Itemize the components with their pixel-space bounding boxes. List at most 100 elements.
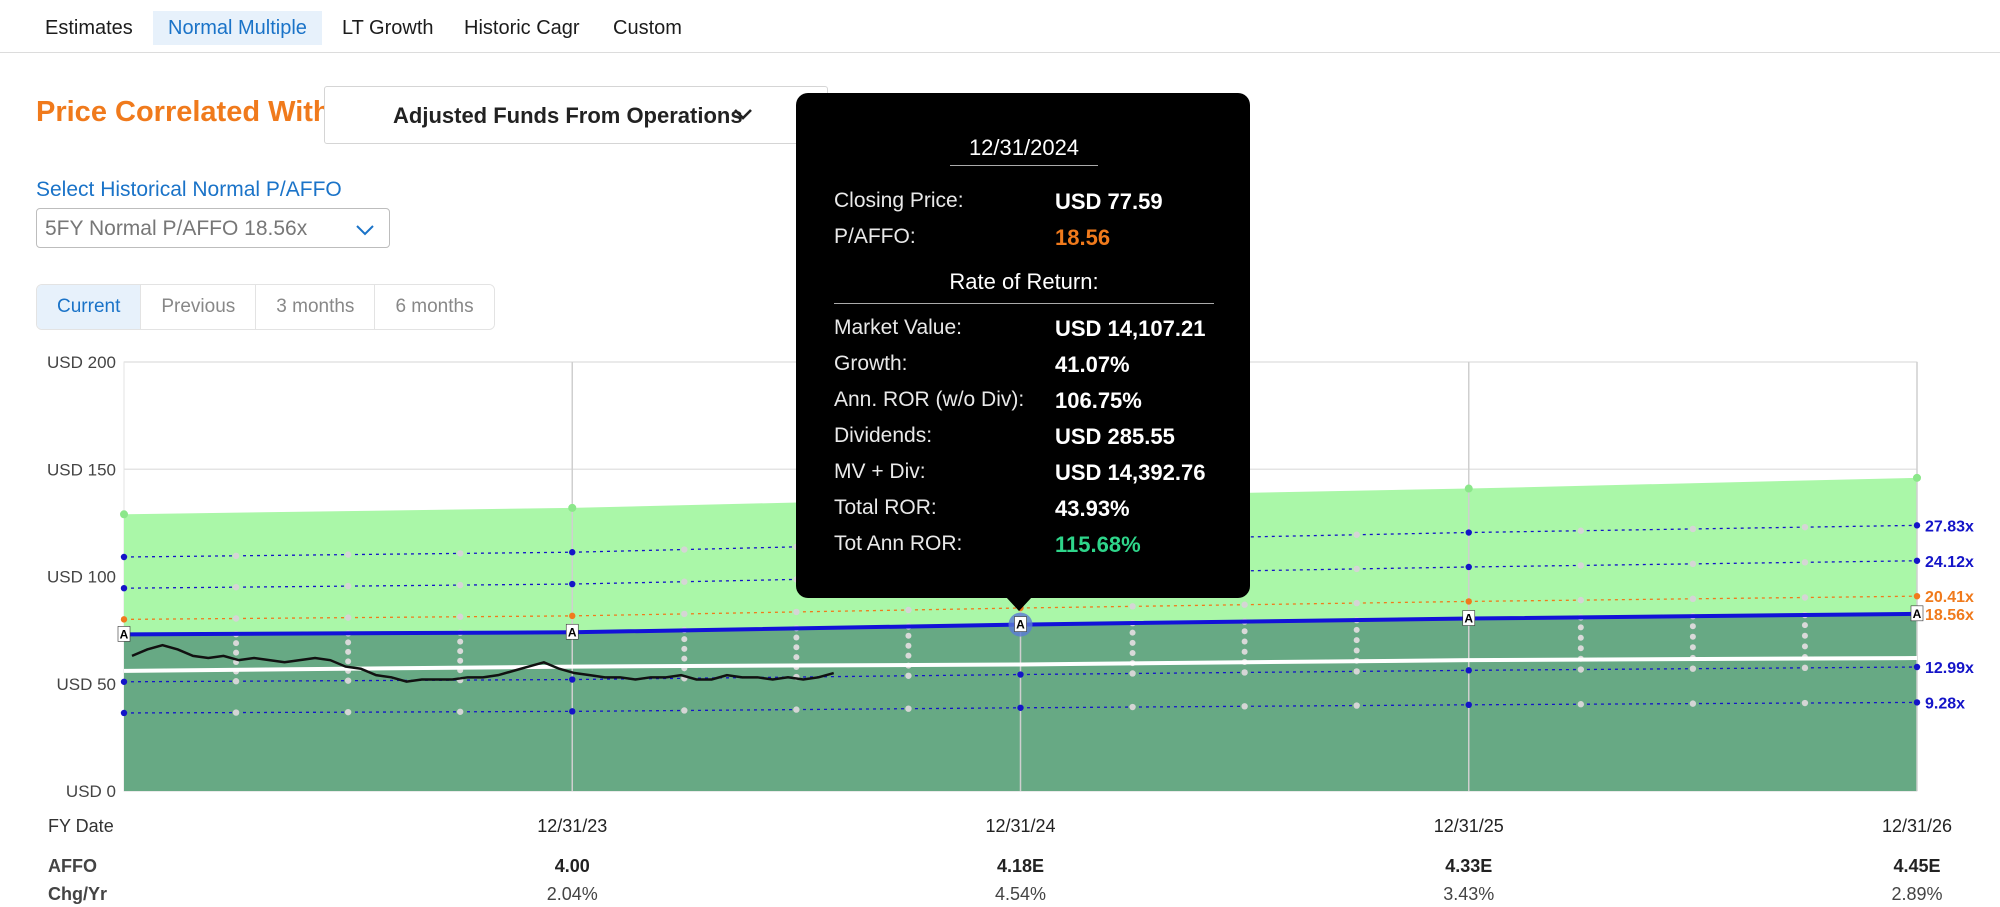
estimate-point <box>1353 647 1360 654</box>
tooltip-row-value: 106.75% <box>1055 388 1142 413</box>
upper-band-point <box>120 510 128 519</box>
estimate-point <box>681 636 688 643</box>
chg-row-label: Chg/Yr <box>48 884 107 904</box>
multiple-point <box>120 584 128 592</box>
tooltip-row-label: Total ROR: <box>834 496 937 519</box>
annotation-marker <box>117 626 131 642</box>
multiple-label: 24.12x <box>1925 554 1974 571</box>
estimate-point <box>345 658 352 665</box>
x-tick-label: 12/31/23 <box>537 816 607 836</box>
affo-row-label: AFFO <box>48 856 97 876</box>
tooltip-row-label: Ann. ROR (w/o Div): <box>834 388 1025 411</box>
annotation-marker-label: A <box>1913 607 1922 621</box>
period-3-months[interactable]: 3 months <box>256 285 376 329</box>
multiple-point <box>1913 522 1921 529</box>
multiple-point <box>569 580 576 588</box>
multiple-point <box>1353 702 1360 709</box>
multiple-point <box>793 608 800 616</box>
tooltip-row-value: USD 14,107.21 <box>1055 316 1206 341</box>
multiple-point <box>456 581 464 589</box>
tab-historic-cagr[interactable]: Historic Cagr <box>464 17 580 39</box>
estimate-point <box>1129 639 1136 646</box>
estimate-point <box>1241 648 1248 655</box>
multiple-point <box>232 615 240 622</box>
x-tick-label: 12/31/24 <box>985 816 1055 836</box>
multiple-point <box>1241 601 1248 608</box>
period-current[interactable]: Current <box>37 285 142 329</box>
annotation-marker-label: A <box>120 627 129 641</box>
tab-custom[interactable]: Custom <box>613 17 682 39</box>
multiple-point <box>120 678 128 685</box>
x-tick-label: 12/31/25 <box>1434 816 1504 836</box>
multiple-point <box>1801 594 1809 601</box>
period-previous[interactable]: Previous <box>141 285 257 329</box>
multiple-point <box>569 549 576 556</box>
multiple-point <box>569 708 576 715</box>
multiple-point <box>1353 599 1360 607</box>
estimate-point <box>1801 632 1808 639</box>
estimate-point <box>457 638 464 645</box>
tooltip-row-value: USD 285.55 <box>1055 424 1175 449</box>
multiple-point <box>1017 671 1024 678</box>
estimate-point <box>1353 626 1360 633</box>
tab-normal-multiple[interactable]: Normal Multiple <box>153 11 322 45</box>
multiple-label: 9.28x <box>1925 695 1965 712</box>
multiple-label: 18.56x <box>1925 607 1974 624</box>
historical-select-value: 5FY Normal P/AFFO 18.56x <box>45 217 308 240</box>
estimate-point <box>1689 623 1696 630</box>
correlation-dropdown[interactable]: Adjusted Funds From Operations <box>324 86 828 144</box>
affo-value: 4.00 <box>555 856 590 876</box>
historical-normal-select[interactable]: 5FY Normal P/AFFO 18.56x <box>36 208 390 248</box>
tab-estimates[interactable]: Estimates <box>45 17 133 39</box>
estimate-point <box>1689 644 1696 651</box>
multiple-point <box>793 706 800 713</box>
price-correlated-heading: Price Correlated With <box>36 96 331 128</box>
tooltip-row-label: Market Value: <box>834 316 962 339</box>
estimate-point <box>1577 634 1584 641</box>
multiple-point <box>344 677 352 684</box>
chevron-down-icon <box>356 225 374 236</box>
annotation-marker <box>565 623 579 640</box>
multiple-point <box>344 614 352 621</box>
period-6-months[interactable]: 6 months <box>375 285 494 329</box>
estimate-point <box>345 639 352 646</box>
multiple-point <box>1577 596 1585 604</box>
estimate-point <box>1577 645 1584 652</box>
estimate-point <box>793 644 800 651</box>
tooltip-row-value: 41.07% <box>1055 352 1130 377</box>
multiple-point <box>232 583 240 591</box>
estimate-point <box>457 657 464 664</box>
multiple-point <box>1353 565 1360 573</box>
multiple-point <box>1913 663 1921 671</box>
y-tick-label: USD 200 <box>47 353 116 372</box>
tab-lt-growth[interactable]: LT Growth <box>342 17 434 39</box>
annotation-marker <box>1462 610 1476 626</box>
multiple-point <box>1241 703 1248 710</box>
tooltip-row-value: 43.93% <box>1055 496 1130 521</box>
multiple-point <box>1913 557 1921 564</box>
estimate-point <box>793 634 800 641</box>
multiple-point <box>681 610 688 618</box>
y-tick-label: USD 100 <box>47 568 116 587</box>
multiple-point <box>120 709 128 717</box>
tooltip-row-value: 115.68% <box>1055 532 1141 557</box>
multiple-point <box>1129 603 1136 610</box>
multiple-point <box>1353 668 1360 675</box>
multiple-point <box>1577 666 1585 673</box>
multiple-point <box>1689 665 1697 672</box>
multiple-point <box>232 552 240 560</box>
tooltip-row-label: Dividends: <box>834 424 933 447</box>
multiple-point <box>120 616 128 623</box>
multiple-point <box>456 550 464 557</box>
estimate-point <box>681 655 688 662</box>
multiple-point <box>1465 598 1472 605</box>
estimate-point <box>905 642 912 649</box>
upper-band-point <box>568 503 577 512</box>
multiple-point <box>1801 523 1809 531</box>
tooltip-row-label: Growth: <box>834 352 908 375</box>
x-tick-label: 12/31/26 <box>1882 816 1952 836</box>
estimate-point <box>1577 624 1584 631</box>
affo-value: 4.33E <box>1445 856 1492 876</box>
multiple-point <box>905 705 912 712</box>
estimate-point <box>1801 643 1808 650</box>
